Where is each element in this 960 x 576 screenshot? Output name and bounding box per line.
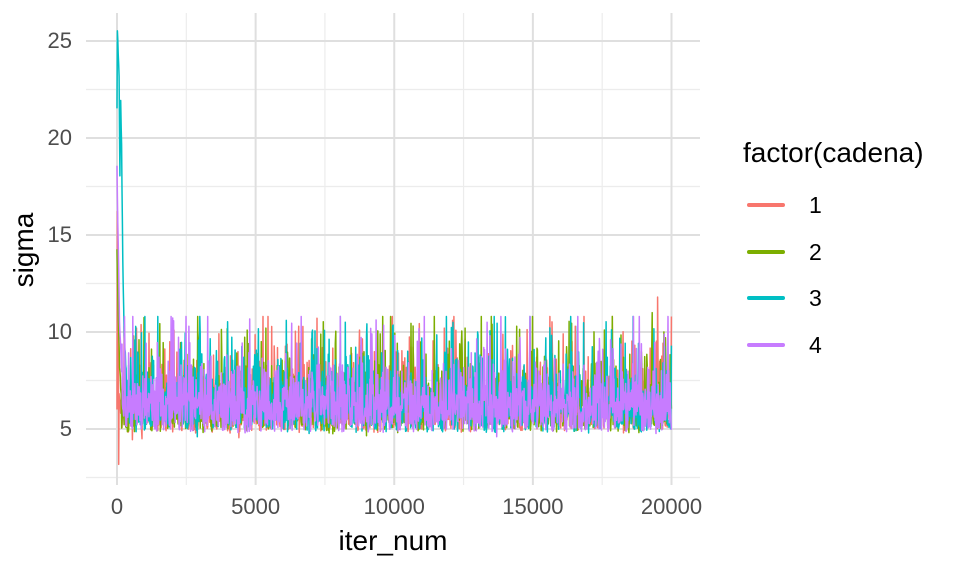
legend-item-label: 2: [809, 239, 822, 265]
y-tick-label: 10: [47, 319, 72, 344]
trace-chain-4: [116, 165, 673, 438]
legend: factor(cadena) 1 2 3 4: [743, 0, 959, 576]
y-tick-label: 20: [47, 125, 72, 150]
legend-item-2: 2: [747, 239, 822, 265]
legend-item-label: 1: [809, 192, 822, 218]
x-tick-label: 5000: [231, 494, 281, 519]
legend-key-line: [747, 296, 785, 300]
legend-item-3: 3: [747, 285, 822, 311]
x-tick-label: 20000: [640, 494, 703, 519]
legend-key-line: [747, 203, 785, 207]
legend-item-1: 1: [747, 192, 822, 218]
x-tick-label: 0: [110, 494, 124, 519]
legend-key-line: [747, 343, 785, 347]
y-axis-title: sigma: [8, 212, 39, 288]
legend-title: factor(cadena): [743, 137, 924, 168]
x-tick-label: 15000: [502, 494, 564, 519]
legend-item-label: 3: [809, 285, 822, 311]
legend-item-label: 4: [809, 332, 822, 358]
y-tick-label: 25: [47, 28, 72, 53]
y-tick-label: 15: [47, 222, 72, 247]
trace-lines: [116, 30, 673, 466]
legend-item-4: 4: [747, 332, 822, 358]
x-axis-title: iter_num: [338, 525, 448, 556]
y-tick-label: 5: [59, 416, 72, 441]
x-tick-label: 10000: [363, 494, 425, 519]
legend-key-line: [747, 250, 785, 254]
